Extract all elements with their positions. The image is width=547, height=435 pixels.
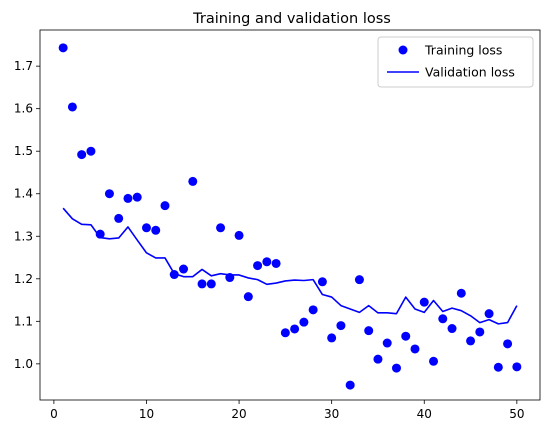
training-loss-point <box>262 257 272 267</box>
training-loss-point <box>327 333 337 343</box>
y-tick-label: 1.2 <box>14 272 33 286</box>
training-loss-point <box>243 292 253 302</box>
training-loss-point <box>58 43 68 53</box>
training-loss-point <box>95 229 105 239</box>
training-loss-point <box>86 146 96 156</box>
plot-frame <box>39 29 541 401</box>
y-axis: 1.0 1.1 1.2 1.3 1.4 1.5 1.6 1.7 <box>14 59 40 371</box>
training-loss-point <box>336 321 346 331</box>
training-loss-point <box>401 331 411 341</box>
legend-training-loss-marker <box>398 45 408 55</box>
training-loss-point <box>373 354 383 364</box>
training-loss-point <box>141 223 151 233</box>
training-loss-point <box>197 279 207 289</box>
training-loss-point <box>447 324 457 334</box>
training-loss-point <box>271 258 281 268</box>
training-loss-point <box>216 223 226 233</box>
training-loss-point <box>475 327 485 337</box>
training-loss-point <box>419 297 429 307</box>
training-loss-point <box>382 338 392 348</box>
training-loss-point <box>179 264 189 274</box>
training-loss-point <box>466 336 476 346</box>
x-tick-label: 0 <box>50 407 58 421</box>
training-loss-point <box>253 261 263 271</box>
training-loss-point <box>151 225 161 235</box>
training-loss-point <box>429 356 439 366</box>
training-loss-point <box>234 230 244 240</box>
training-loss-point <box>160 201 170 211</box>
legend-box <box>377 36 534 88</box>
y-tick-label: 1.3 <box>14 229 33 243</box>
training-loss-point <box>123 193 133 203</box>
y-tick-label: 1.5 <box>14 144 33 158</box>
training-loss-point <box>410 344 420 354</box>
training-loss-point <box>104 189 114 199</box>
training-loss-point <box>512 362 522 372</box>
training-loss-point <box>114 213 124 223</box>
training-loss-point <box>391 363 401 373</box>
y-tick-label: 1.6 <box>14 102 33 116</box>
training-loss-point <box>484 309 494 319</box>
x-tick-label: 10 <box>139 407 154 421</box>
training-loss-point <box>132 192 142 202</box>
training-loss-point <box>493 362 503 372</box>
training-loss-point <box>290 324 300 334</box>
training-loss-point <box>317 277 327 287</box>
training-loss-point <box>280 328 290 338</box>
training-loss-point <box>308 305 318 315</box>
x-tick-label: 30 <box>324 407 339 421</box>
x-axis: 0 10 20 30 40 50 <box>50 400 524 421</box>
x-tick-label: 40 <box>417 407 432 421</box>
training-loss-point <box>354 275 364 285</box>
training-loss-point <box>169 270 179 280</box>
training-loss-point <box>206 279 216 289</box>
chart-title: Training and validation loss <box>192 11 391 27</box>
training-loss-point <box>188 176 198 186</box>
legend: Training loss Validation loss <box>377 36 534 88</box>
plot-area <box>58 43 522 390</box>
training-loss-point <box>456 288 466 298</box>
y-tick-label: 1.4 <box>14 187 33 201</box>
x-tick-label: 50 <box>509 407 524 421</box>
legend-validation-loss-label: Validation loss <box>425 65 515 80</box>
validation-loss-line <box>62 207 518 325</box>
y-tick-label: 1.7 <box>14 59 33 73</box>
x-tick-label: 20 <box>231 407 246 421</box>
training-loss-point <box>438 314 448 324</box>
training-loss-point <box>345 380 355 390</box>
training-loss-point <box>299 317 309 327</box>
training-loss-point <box>67 102 77 112</box>
training-loss-point <box>503 339 513 349</box>
training-loss-point <box>77 150 87 160</box>
legend-training-loss-label: Training loss <box>424 43 502 58</box>
y-tick-label: 1.1 <box>14 314 33 328</box>
training-loss-point <box>364 326 374 336</box>
y-tick-label: 1.0 <box>14 357 33 371</box>
